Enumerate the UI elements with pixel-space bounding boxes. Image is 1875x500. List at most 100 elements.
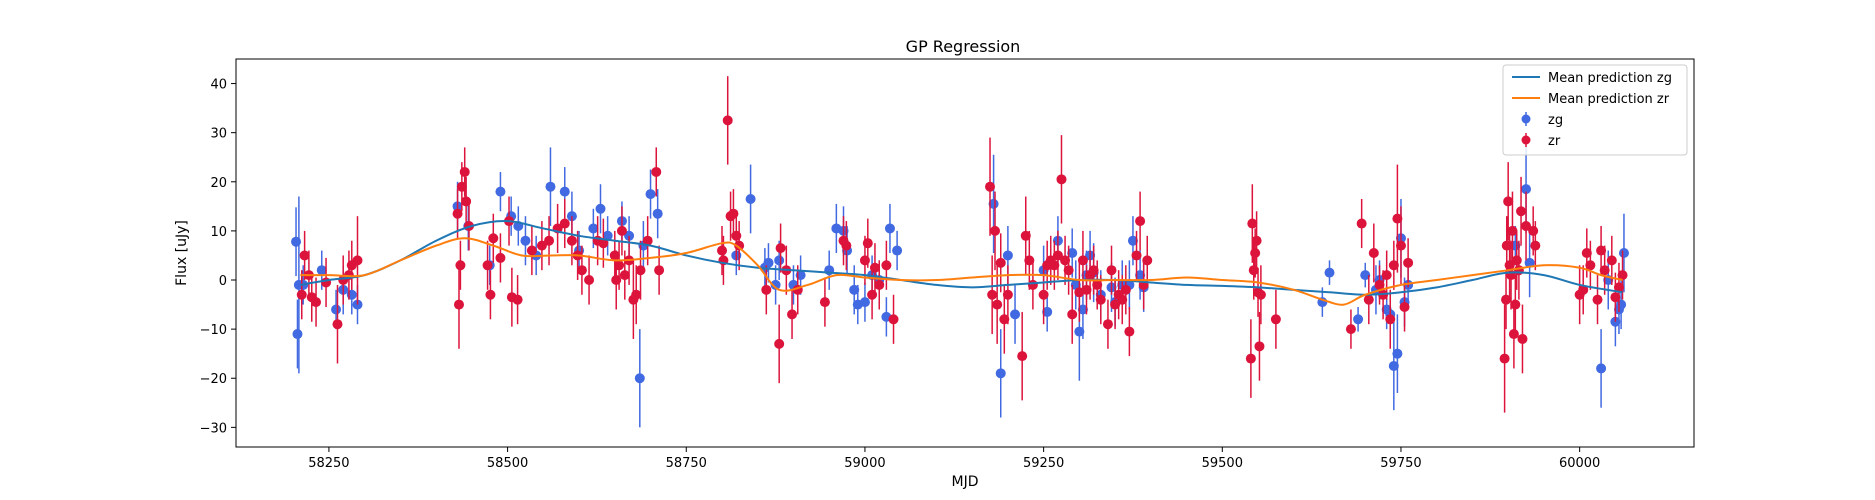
zr-point (584, 275, 595, 286)
zr-point (1530, 240, 1541, 251)
zr-point (485, 289, 496, 300)
zr-point (999, 314, 1010, 325)
zg-point (1067, 248, 1078, 258)
zr-point (559, 218, 570, 229)
zr-point (1063, 265, 1074, 276)
y-tick-label: 20 (210, 176, 227, 191)
zg-point (995, 368, 1006, 379)
zr-point (1106, 265, 1117, 276)
zr-point (775, 243, 786, 254)
zr-point (1517, 333, 1528, 344)
zr-point (1255, 289, 1266, 300)
zr-point (774, 338, 785, 349)
y-tick-label: −20 (200, 372, 227, 387)
zr-point (1385, 314, 1396, 325)
zr-point (1060, 255, 1071, 266)
zr-point (635, 265, 646, 276)
zg-point (1135, 270, 1146, 281)
zr-point (1578, 284, 1589, 295)
zr-point (1017, 351, 1028, 362)
zr-point (862, 238, 873, 249)
zr-point (819, 297, 830, 308)
zr-point (995, 257, 1006, 268)
zg-point (1524, 257, 1535, 268)
y-tick-label: −10 (200, 323, 227, 338)
zr-point (1142, 255, 1153, 266)
zg-point (988, 198, 999, 209)
legend-label-mean-prediction-zr: Mean prediction zr (1548, 92, 1670, 107)
zr-point (1120, 284, 1131, 295)
zg-point (1360, 270, 1371, 281)
x-tick-label: 59000 (844, 456, 885, 471)
zr-point (459, 166, 470, 177)
zg-point (1010, 309, 1021, 320)
zg-point (774, 255, 785, 266)
zr-point (1596, 245, 1607, 256)
zr-point (1363, 294, 1374, 305)
zr-point (1245, 353, 1256, 364)
zg-point (1353, 314, 1364, 325)
x-axis-label: MJD (952, 474, 979, 490)
zr-point (631, 289, 642, 300)
y-axis-ticks: −30 −20 −10 0 10 20 30 40 (200, 78, 236, 436)
zr-point (1585, 260, 1596, 271)
zg-point (495, 186, 506, 197)
zr-point (734, 240, 745, 251)
zr-point (874, 279, 885, 290)
mean-prediction-zg-line (300, 220, 1623, 296)
zr-point (841, 240, 852, 251)
zr-point (1388, 260, 1399, 271)
zg-point (1596, 363, 1607, 374)
chart-title: GP Regression (906, 37, 1021, 56)
zr-point (651, 166, 662, 177)
zr-point (512, 294, 523, 305)
zr-point (619, 270, 630, 281)
x-tick-label: 58500 (487, 456, 528, 471)
zr-point (598, 238, 609, 249)
zg-point (849, 284, 860, 295)
zr-point (299, 250, 310, 261)
zr-point (544, 235, 555, 246)
zg-point (1388, 360, 1399, 371)
zr-point (1247, 218, 1258, 229)
zr-point (761, 284, 772, 295)
zg-point (1077, 304, 1088, 315)
zr-point (1395, 240, 1406, 251)
legend-label-zr: zr (1548, 134, 1561, 149)
zr-point (311, 297, 322, 308)
zr-point (1131, 250, 1142, 261)
zr-point (1110, 299, 1121, 310)
zr-point (1511, 255, 1522, 266)
zr-point (1095, 294, 1106, 305)
zr-point (1038, 289, 1049, 300)
zr-point (1081, 284, 1092, 295)
zr-point (1020, 230, 1031, 241)
zg-point (588, 223, 599, 234)
zg-point (1042, 306, 1053, 317)
y-tick-label: 0 (219, 274, 227, 289)
zr-point (1368, 248, 1379, 258)
zr-point (482, 260, 493, 271)
x-tick-label: 59750 (1380, 456, 1421, 471)
legend: Mean prediction zg Mean prediction zr zg zr (1502, 64, 1688, 156)
zr-point (1345, 324, 1356, 335)
zr-point (296, 289, 307, 300)
x-tick-label: 58750 (666, 456, 707, 471)
zr-point (1392, 213, 1403, 224)
zg-point (1392, 348, 1403, 359)
zr-point (1088, 265, 1099, 276)
zg-point (884, 223, 895, 234)
legend-box (1502, 64, 1688, 156)
x-tick-label: 60000 (1559, 456, 1600, 471)
zr-point (566, 235, 577, 246)
zr-point (869, 262, 880, 273)
zr-point (1374, 279, 1385, 290)
y-tick-label: 10 (210, 225, 227, 240)
zr-point (990, 225, 1001, 236)
zr-point (1592, 294, 1603, 305)
mean-prediction-zr-line (300, 237, 1623, 306)
zr-point (1052, 250, 1063, 261)
zg-point (602, 230, 613, 241)
zr-point (1077, 255, 1088, 266)
zr-point (1117, 294, 1128, 305)
